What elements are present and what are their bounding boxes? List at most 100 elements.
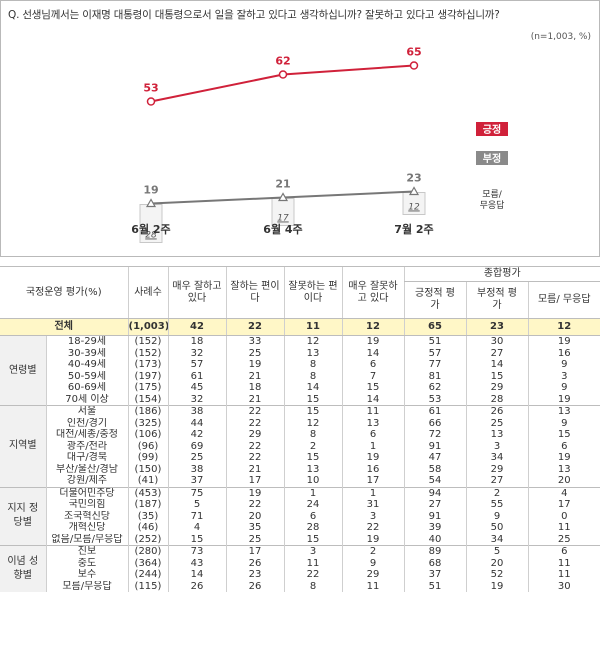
row-value: 21 bbox=[225, 370, 284, 382]
row-value: 6 bbox=[527, 440, 600, 452]
row-value: 1 bbox=[341, 440, 404, 452]
negative-point bbox=[408, 186, 420, 196]
row-value: 52 bbox=[465, 569, 528, 581]
row-value: 13 bbox=[527, 405, 600, 418]
row-label: 보수 bbox=[46, 569, 129, 581]
table-row: 강원/제주 (41) 37 17 10 17 54 27 20 bbox=[0, 475, 600, 487]
row-value: 22 bbox=[283, 569, 342, 581]
row-value: 24 bbox=[283, 499, 342, 511]
header-group: 국정운영 평가(%) bbox=[0, 266, 128, 319]
table-row: 부산/울산/경남 (150) 38 21 13 16 58 29 13 bbox=[0, 463, 600, 475]
row-value: 4 bbox=[167, 522, 226, 534]
row-value: 26 bbox=[225, 580, 284, 592]
row-cases: (175) bbox=[134, 382, 162, 393]
table-row: 인천/경기 (325) 44 22 12 13 66 25 9 bbox=[0, 417, 600, 429]
table-row: 지역별 서울 (186) 38 22 15 11 61 26 13 bbox=[0, 405, 600, 487]
row-value: 22 bbox=[225, 440, 284, 452]
table-row: 모름/무응답 (115) 26 26 8 11 51 19 30 bbox=[0, 580, 600, 592]
results-table: 국정운영 평가(%) 사례수 매우 잘하고 있다 잘하는 편이다 잘못하는 편이다 매우 … bbox=[0, 266, 600, 592]
header-cases: 사례수 bbox=[127, 266, 168, 319]
row-value: 55 bbox=[465, 499, 528, 511]
row-value: 75 bbox=[167, 486, 226, 499]
row-label: 조국혁신당 bbox=[46, 510, 129, 522]
row-value: 8 bbox=[283, 580, 342, 592]
row-value: 13 bbox=[341, 417, 404, 429]
row-value: 9 bbox=[527, 417, 600, 429]
row-value: 38 bbox=[167, 463, 226, 475]
line-chart: 28 17 12 19 21 23 53 62 65 6월 2주 6월 4주 7월 2주 긍정부정모름/… bbox=[131, 46, 508, 243]
row-value: 8 bbox=[283, 370, 342, 382]
row-value: 39 bbox=[403, 522, 466, 534]
total-value: 22 bbox=[225, 318, 284, 336]
negative-value-label: 19 bbox=[143, 184, 158, 197]
row-value: 51 bbox=[403, 335, 466, 348]
row-value: 22 bbox=[341, 522, 404, 534]
row-cases: (453) bbox=[128, 486, 168, 499]
header-summary: 종합평가 bbox=[403, 266, 600, 282]
row-value: 61 bbox=[403, 405, 466, 418]
row-value: 26 bbox=[465, 405, 528, 418]
positive-point bbox=[146, 97, 156, 106]
row-value: 16 bbox=[527, 347, 600, 359]
row-cases: (41) bbox=[137, 475, 159, 486]
table-row: 대전/세종/충청 (106) 42 29 8 6 72 13 15 bbox=[0, 429, 600, 441]
row-value: 44 bbox=[167, 417, 226, 429]
row-value: 8 bbox=[283, 429, 342, 441]
header-very-good: 매우 잘하고 있다 bbox=[167, 266, 226, 319]
table-row: 50-59세 (197) 61 21 8 7 81 15 3 bbox=[0, 370, 600, 382]
row-value: 11 bbox=[341, 405, 404, 418]
row-value: 19 bbox=[527, 335, 600, 348]
row-value: 54 bbox=[403, 475, 466, 487]
row-value: 6 bbox=[341, 359, 404, 371]
x-tick-label: 6월 2주 bbox=[131, 222, 170, 236]
row-value: 1 bbox=[283, 486, 342, 499]
group-label: 이념 성향별 bbox=[0, 545, 47, 592]
row-value: 12 bbox=[283, 335, 342, 348]
row-label: 대구/경북 bbox=[46, 452, 129, 464]
row-value: 11 bbox=[527, 569, 600, 581]
row-value: 9 bbox=[527, 382, 600, 394]
row-value: 30 bbox=[465, 335, 528, 348]
row-value: 13 bbox=[283, 463, 342, 475]
row-cases: (96) bbox=[137, 440, 159, 452]
row-cases: (99) bbox=[137, 452, 159, 463]
row-label: 국민의힘 bbox=[46, 499, 129, 511]
row-value: 77 bbox=[403, 359, 466, 371]
header-bad: 잘못하는 편이다 bbox=[283, 266, 342, 319]
row-cases: (244) bbox=[134, 569, 162, 580]
table-header-row: 국정운영 평가(%) 사례수 매우 잘하고 있다 잘하는 편이다 잘못하는 편이다 매우 … bbox=[0, 266, 600, 319]
row-value: 37 bbox=[403, 569, 466, 581]
row-value: 17 bbox=[225, 475, 284, 487]
group-label: 지역별 bbox=[0, 405, 47, 487]
row-value: 21 bbox=[225, 393, 284, 406]
row-value: 42 bbox=[167, 429, 226, 441]
table-row: 대구/경북 (99) 25 22 15 19 47 34 19 bbox=[0, 452, 600, 464]
row-value: 69 bbox=[167, 440, 226, 452]
row-value: 19 bbox=[341, 335, 404, 348]
row-value: 15 bbox=[465, 370, 528, 382]
row-value: 32 bbox=[167, 393, 226, 406]
table-row: 개혁신당 (46) 4 35 28 22 39 50 11 bbox=[0, 522, 600, 534]
row-value: 19 bbox=[465, 580, 528, 592]
table-row: 조국혁신당 (35) 71 20 6 3 91 9 0 bbox=[0, 510, 600, 522]
row-value: 3 bbox=[283, 545, 342, 558]
negative-point bbox=[145, 198, 157, 208]
positive-point bbox=[409, 61, 419, 70]
row-value: 22 bbox=[225, 452, 284, 464]
row-value: 32 bbox=[167, 347, 226, 359]
row-value: 57 bbox=[167, 359, 226, 371]
row-value: 15 bbox=[341, 382, 404, 394]
negative-legend-swatch bbox=[476, 151, 508, 165]
row-label: 40-49세 bbox=[46, 359, 129, 371]
row-cases: (187) bbox=[134, 499, 162, 510]
row-value: 27 bbox=[465, 475, 528, 487]
row-value: 94 bbox=[403, 486, 466, 499]
row-value: 5 bbox=[465, 545, 528, 558]
row-value: 29 bbox=[465, 382, 528, 394]
row-value: 25 bbox=[225, 347, 284, 359]
row-label: 모름/무응답 bbox=[46, 580, 129, 592]
row-cases: (197) bbox=[134, 370, 162, 382]
row-value: 35 bbox=[225, 522, 284, 534]
row-value: 28 bbox=[465, 393, 528, 406]
header-very-bad: 매우 잘못하고 있다 bbox=[341, 266, 404, 319]
